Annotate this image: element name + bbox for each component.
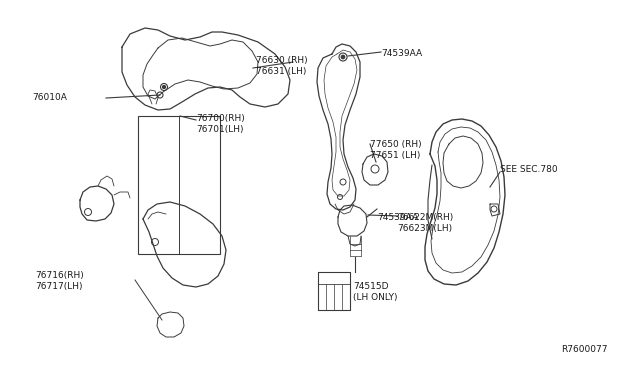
Text: 77650 (RH)
77651 (LH): 77650 (RH) 77651 (LH) (370, 140, 422, 160)
Text: 74539AA: 74539AA (377, 212, 418, 221)
Text: 76622M(RH)
76623M(LH): 76622M(RH) 76623M(LH) (397, 213, 453, 233)
Text: 76716(RH)
76717(LH): 76716(RH) 76717(LH) (35, 271, 84, 291)
Text: 74515D
(LH ONLY): 74515D (LH ONLY) (353, 282, 397, 302)
Text: 76010A: 76010A (32, 93, 67, 103)
Text: 76700(RH)
76701(LH): 76700(RH) 76701(LH) (196, 114, 244, 134)
Bar (138, 116, 220, 254)
Text: 76630 (RH)
76631 (LH): 76630 (RH) 76631 (LH) (256, 56, 308, 76)
Circle shape (163, 86, 166, 89)
Text: SEE SEC.780: SEE SEC.780 (500, 166, 557, 174)
Circle shape (341, 55, 345, 59)
Text: 74539AA: 74539AA (381, 49, 422, 58)
Text: R7600077: R7600077 (561, 345, 608, 354)
